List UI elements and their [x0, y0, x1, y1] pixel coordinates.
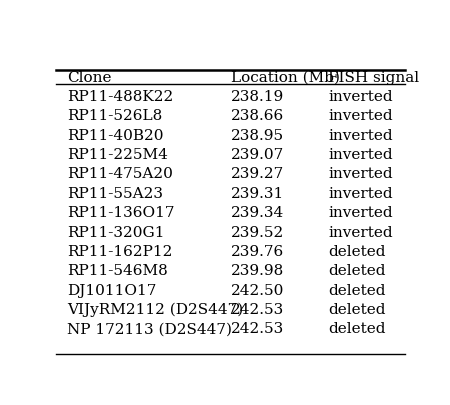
Text: 238.95: 238.95	[230, 128, 284, 142]
Text: RP11-526L8: RP11-526L8	[67, 109, 162, 123]
Text: RP11-475A20: RP11-475A20	[67, 167, 173, 181]
Text: RP11-40B20: RP11-40B20	[67, 128, 163, 142]
Text: 239.98: 239.98	[230, 264, 284, 277]
Text: RP11-162P12: RP11-162P12	[67, 244, 172, 258]
Text: RP11-546M8: RP11-546M8	[67, 264, 167, 277]
Text: RP11-136O17: RP11-136O17	[67, 206, 174, 220]
Text: VIJyRM2112 (D2S447): VIJyRM2112 (D2S447)	[67, 302, 243, 316]
Text: inverted: inverted	[328, 225, 393, 239]
Text: deleted: deleted	[328, 244, 386, 258]
Text: deleted: deleted	[328, 283, 386, 297]
Text: RP11-488K22: RP11-488K22	[67, 90, 173, 104]
Text: deleted: deleted	[328, 264, 386, 277]
Text: inverted: inverted	[328, 206, 393, 220]
Text: 239.31: 239.31	[230, 186, 284, 200]
Text: deleted: deleted	[328, 322, 386, 336]
Text: 238.66: 238.66	[230, 109, 284, 123]
Text: NP 172113 (D2S447): NP 172113 (D2S447)	[67, 322, 232, 336]
Text: inverted: inverted	[328, 186, 393, 200]
Text: DJ1011O17: DJ1011O17	[67, 283, 156, 297]
Text: RP11-225M4: RP11-225M4	[67, 148, 167, 162]
Text: inverted: inverted	[328, 109, 393, 123]
Text: RP11-320G1: RP11-320G1	[67, 225, 164, 239]
Text: Location (Mb): Location (Mb)	[230, 70, 340, 84]
Text: RP11-55A23: RP11-55A23	[67, 186, 163, 200]
Text: 239.76: 239.76	[230, 244, 284, 258]
Text: 242.50: 242.50	[230, 283, 284, 297]
Text: inverted: inverted	[328, 167, 393, 181]
Text: 239.27: 239.27	[230, 167, 284, 181]
Text: 239.34: 239.34	[230, 206, 284, 220]
Text: 239.52: 239.52	[230, 225, 284, 239]
Text: 238.19: 238.19	[230, 90, 284, 104]
Text: Clone: Clone	[67, 70, 111, 84]
Text: inverted: inverted	[328, 148, 393, 162]
Text: 242.53: 242.53	[230, 302, 284, 316]
Text: 242.53: 242.53	[230, 322, 284, 336]
Text: inverted: inverted	[328, 90, 393, 104]
Text: FISH signal: FISH signal	[328, 70, 419, 84]
Text: inverted: inverted	[328, 128, 393, 142]
Text: 239.07: 239.07	[230, 148, 284, 162]
Text: deleted: deleted	[328, 302, 386, 316]
